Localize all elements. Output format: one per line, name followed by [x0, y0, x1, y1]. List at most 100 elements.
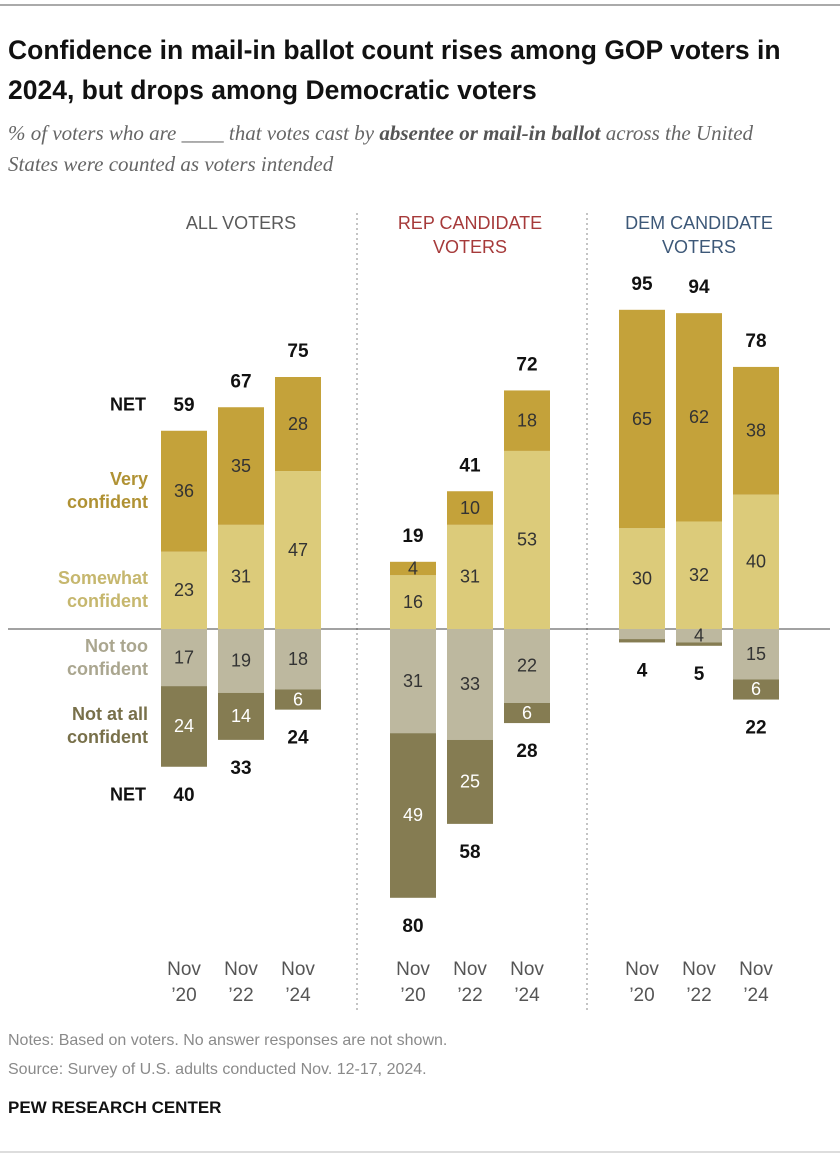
net-label: 58: [459, 842, 480, 863]
title: Confidence in mail-in ballot count rises…: [8, 35, 781, 105]
net-label: 75: [287, 341, 309, 362]
bar-segment: [275, 689, 321, 710]
bar-segment: [161, 551, 207, 629]
x-tick-label: Nov ’22: [224, 959, 258, 1006]
data-label: 32: [689, 565, 709, 585]
panel-title: DEM CANDIDATE VOTERS: [625, 213, 773, 257]
net-label: 28: [516, 741, 537, 762]
net-label: 59: [173, 395, 194, 416]
data-label: 6: [522, 703, 532, 723]
data-label: 31: [403, 671, 423, 691]
data-label: 40: [746, 552, 766, 572]
footer: PEW RESEARCH CENTER: [8, 1098, 222, 1117]
data-label: 18: [517, 410, 537, 430]
bar-segment: [218, 692, 264, 740]
x-tick-label: Nov ’20: [625, 959, 659, 1006]
data-label: 33: [460, 674, 480, 694]
data-label: 22: [517, 656, 537, 676]
data-label: 4: [408, 558, 418, 578]
bar-segment: [619, 639, 665, 643]
bar-segment: [161, 629, 207, 687]
net-label: 67: [230, 371, 251, 392]
bar-segment: [447, 491, 493, 525]
x-tick-label: Nov ’24: [281, 959, 315, 1006]
x-tick-label: Nov ’20: [167, 959, 201, 1006]
bar-segment: [161, 686, 207, 767]
legend-label: Very confident: [67, 469, 148, 513]
subtitle-emphasis: absentee or mail-in ballot: [379, 121, 601, 145]
net-label: 4: [637, 660, 648, 681]
net-label: 41: [459, 455, 481, 476]
x-tick-label: Nov ’20: [396, 959, 430, 1006]
bar-segment: [676, 313, 722, 522]
bar-segment: [218, 524, 264, 629]
data-label: 35: [231, 456, 251, 476]
data-label: 17: [174, 647, 194, 667]
data-label: 19: [231, 651, 251, 671]
data-label: 4: [694, 625, 704, 645]
bar-segment: [733, 494, 779, 629]
data-label: 31: [460, 567, 480, 587]
legend-label: Not too confident: [67, 635, 148, 679]
subtitle: % of voters who are ____ that votes cast…: [8, 118, 808, 180]
data-label: 49: [403, 805, 423, 825]
net-label: 33: [230, 758, 251, 779]
data-label: 18: [288, 649, 308, 669]
legend-label: Somewhat confident: [57, 568, 148, 612]
bar-segment: [390, 575, 436, 629]
bar-segment: [390, 629, 436, 734]
bar-segment: [447, 739, 493, 824]
legend-label: Not at all confident: [67, 704, 148, 748]
x-tick-label: Nov ’22: [453, 959, 487, 1006]
net-label: 24: [287, 728, 309, 749]
panel-title: ALL VOTERS: [185, 213, 297, 233]
data-label: 38: [746, 421, 766, 441]
net-title: NET: [110, 395, 146, 415]
data-label: 10: [460, 498, 480, 518]
net-label: 95: [631, 274, 653, 295]
source: Source: Survey of U.S. adults conducted …: [8, 1061, 427, 1078]
bar-segment: [390, 733, 436, 898]
data-label: 14: [231, 706, 251, 726]
net-label: 22: [745, 718, 766, 739]
bar-segment: [619, 309, 665, 529]
bar-segment: [447, 629, 493, 740]
data-label: 24: [174, 716, 194, 736]
data-label: 65: [632, 409, 652, 429]
bar-segment: [504, 629, 550, 703]
data-label: 31: [231, 567, 251, 587]
bar-segment: [733, 629, 779, 680]
bar-segment: [275, 377, 321, 472]
subtitle-text: % of voters who are ____ that votes cast…: [8, 121, 380, 145]
net-label: 40: [173, 785, 194, 806]
notes: Notes: Based on voters. No answer respon…: [8, 1032, 448, 1049]
net-label: 78: [745, 331, 766, 352]
data-label: 30: [632, 568, 652, 588]
bar-segment: [733, 366, 779, 495]
net-title: NET: [110, 785, 146, 805]
bar-segment: [504, 390, 550, 451]
data-label: 62: [689, 407, 709, 427]
data-label: 53: [517, 530, 537, 550]
data-label: 6: [293, 689, 303, 709]
bar-segment: [619, 629, 665, 640]
x-tick-label: Nov ’24: [739, 959, 773, 1006]
panel-title: REP CANDIDATE VOTERS: [397, 213, 543, 257]
data-label: 36: [174, 481, 194, 501]
x-tick-label: Nov ’24: [510, 959, 544, 1006]
bar-segment: [676, 629, 722, 643]
bar-segment: [619, 528, 665, 629]
bar-segment: [447, 524, 493, 629]
data-label: 23: [174, 580, 194, 600]
bar-segment: [275, 629, 321, 690]
data-label: 16: [403, 592, 423, 612]
net-label: 5: [694, 664, 705, 685]
data-label: 28: [288, 414, 308, 434]
data-label: 47: [288, 540, 308, 560]
net-label: 72: [516, 354, 537, 375]
data-label: 15: [746, 644, 766, 664]
net-label: 80: [402, 916, 423, 937]
bar-segment: [733, 679, 779, 700]
